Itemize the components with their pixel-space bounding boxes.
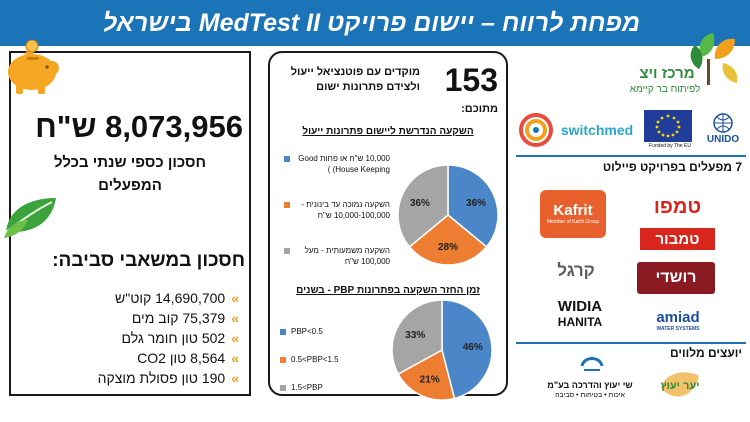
leaves-icon <box>4 198 56 238</box>
annual-savings-value: 8,073,956 ש"ח <box>35 109 243 144</box>
kargal-logo: קרגל <box>557 261 595 280</box>
annual-savings-description: חסכון כספי שנתי בכלל המפעלים <box>53 154 207 194</box>
kafrit-sublabel: Member of Kafrit Group <box>546 219 600 225</box>
partner-logos: switchmed Funded by The EU UNIDO <box>516 108 748 152</box>
pie-slice <box>447 164 499 248</box>
unido-logo: UNIDO <box>700 110 746 148</box>
section-divider <box>516 342 746 344</box>
legend-item: השקעה נמוכה עד בינונית - 10,000-100,000 … <box>280 199 390 221</box>
list-item: » 75,379 קוב מים <box>39 308 239 328</box>
roshdi-logo: רושדי <box>637 262 715 294</box>
pie-data-label: 36% <box>466 198 486 209</box>
legend-label: 10,000 ש"ח או פחות Good House Keeping) ) <box>298 154 390 174</box>
legend-swatch <box>284 156 290 162</box>
switchmed-logo: switchmed <box>560 122 634 138</box>
env-item-water: 75,379 קוב מים <box>131 310 226 326</box>
center-logo-icon <box>690 33 738 85</box>
pie-slice <box>441 299 493 400</box>
pie-data-label: 33% <box>405 330 425 341</box>
advisor-firm-name: שי יעוץ והדרכה בע"מ <box>547 380 633 390</box>
among-label: מתוכם: <box>461 103 498 115</box>
list-item: » 14,690,700 קוט"ש <box>39 288 239 308</box>
legend-label: השקעה משמעותית - מעל 100,000 ש"ח <box>304 246 390 266</box>
widia-label: WIDIA <box>557 297 603 315</box>
page-title: מפחת לרווח – יישום פרויקט MedTest II ביש… <box>102 9 640 37</box>
legend-label: PBP<0.5 <box>291 327 323 336</box>
hanita-label: HANITA <box>557 314 603 329</box>
list-item: » 502 טון חומר גלם <box>39 328 239 348</box>
unido-label: UNIDO <box>706 134 740 145</box>
focus-points-count: 153 <box>444 62 498 98</box>
env-item-raw-material: 502 טון חומר גלם <box>121 330 226 346</box>
legend-item: 10,000 ש"ח או פחות Good House Keeping) ) <box>280 153 390 175</box>
legend-item: PBP<0.5 <box>280 327 323 337</box>
legend-label: 1.5<PBP <box>291 383 323 392</box>
list-item: » 8,564 טון CO2 <box>39 348 239 368</box>
env-item-electricity: 14,690,700 קוט"ש <box>115 290 226 306</box>
pie-data-label: 36% <box>410 198 430 209</box>
legend-item: השקעה משמעותית - מעל 100,000 ש"ח <box>280 245 390 267</box>
tambur-logo: טמבור <box>640 228 715 250</box>
pie-slice <box>391 299 443 376</box>
section-divider <box>516 155 746 157</box>
chart1-title: השקעה הנדרשת ליישום פתרונות ייעול <box>302 126 474 137</box>
bullet-icon: » <box>231 310 239 326</box>
center-subtitle: לפיתוח בר קיימא <box>629 84 701 95</box>
bullet-icon: » <box>231 290 239 306</box>
bullet-icon: » <box>231 370 239 386</box>
pie-slice <box>397 164 449 248</box>
focus-points-description: מוקדים עם פוטנציאל ייעול ולצידם פתרונות … <box>290 66 420 93</box>
factories-title: 7 מפעלים בפרויקט פיילוט <box>602 160 742 174</box>
advisors-title: יועצים מלווים <box>669 346 742 360</box>
yaar-advisor-logo: יער יעוץ <box>655 366 705 406</box>
amiad-sublabel: WATER SYSTEMS <box>656 325 700 332</box>
unido-globe-icon <box>713 113 733 133</box>
advisor-firm-icon <box>580 357 604 371</box>
eu-stars-icon <box>655 114 681 138</box>
legend-swatch <box>284 248 290 254</box>
pie-data-label: 28% <box>438 242 458 253</box>
savings-panel: 8,073,956 ש"ח חסכון כספי שנתי בכלל המפעל… <box>9 51 251 396</box>
env-item-waste: 190 טון פסולת מוצקה <box>97 370 226 386</box>
eu-caption: Funded by The EU <box>649 143 691 149</box>
kafrit-label: Kafrit <box>553 202 593 219</box>
list-item: » 190 טון פסולת מוצקה <box>39 368 239 388</box>
center-name: מרכז ויצ <box>639 65 695 82</box>
pie-data-label: 46% <box>463 342 483 353</box>
legend-swatch <box>280 329 286 335</box>
legend-item: 1.5<PBP <box>280 383 323 393</box>
chart2-title: זמן החזר השקעה בפתרונות PBP - בשנים <box>296 285 480 296</box>
yaar-leaf-icon <box>661 372 699 397</box>
pie-slice <box>408 214 488 266</box>
eu-flag-logo <box>644 110 692 142</box>
chart1-pie: 36% 28% 36% <box>397 164 499 266</box>
amiad-logo: amiad WATER SYSTEMS <box>640 308 716 334</box>
amiad-label: amiad <box>656 308 700 326</box>
bullet-icon: » <box>231 330 239 346</box>
bullet-icon: » <box>231 350 239 366</box>
legend-label: 0.5<PBP<1.5 <box>291 355 339 364</box>
legend-swatch <box>280 357 286 363</box>
env-item-co2: 8,564 טון CO2 <box>137 350 226 366</box>
chart2-pie: 46% 21% 33% <box>391 299 493 401</box>
piggy-bank-icon <box>8 40 59 94</box>
widia-hanita-logo: WIDIA HANITA <box>547 292 613 334</box>
env-savings-list: » 14,690,700 קוט"ש » 75,379 קוב מים » 502 ט… <box>39 288 239 388</box>
pie-data-label: 21% <box>420 374 440 385</box>
advisor-firm-subtitle: איכות • בטיחות • סביבה <box>555 392 625 399</box>
tempo-logo: טמפו <box>653 195 702 218</box>
chart1-legend: 10,000 ש"ח או פחות Good House Keeping) )… <box>280 153 390 273</box>
legend-swatch <box>284 202 290 208</box>
kafrit-logo: Kafrit Member of Kafrit Group <box>540 190 606 238</box>
pie-slice <box>397 348 456 401</box>
legend-item: 0.5<PBP<1.5 <box>280 355 339 365</box>
header-bar: מפחת לרווח – יישום פרויקט MedTest II ביש… <box>0 0 750 46</box>
switchmed-swirl-icon <box>519 113 553 147</box>
legend-label: השקעה נמוכה עד בינונית - 10,000-100,000 … <box>301 200 390 220</box>
yaar-label: יער יעוץ <box>660 380 700 392</box>
focus-points-panel: 153 מוקדים עם פוטנציאל ייעול ולצידם פתרו… <box>268 51 508 401</box>
legend-swatch <box>280 385 286 391</box>
env-savings-title: חסכון במשאבי סביבה: <box>52 250 245 271</box>
